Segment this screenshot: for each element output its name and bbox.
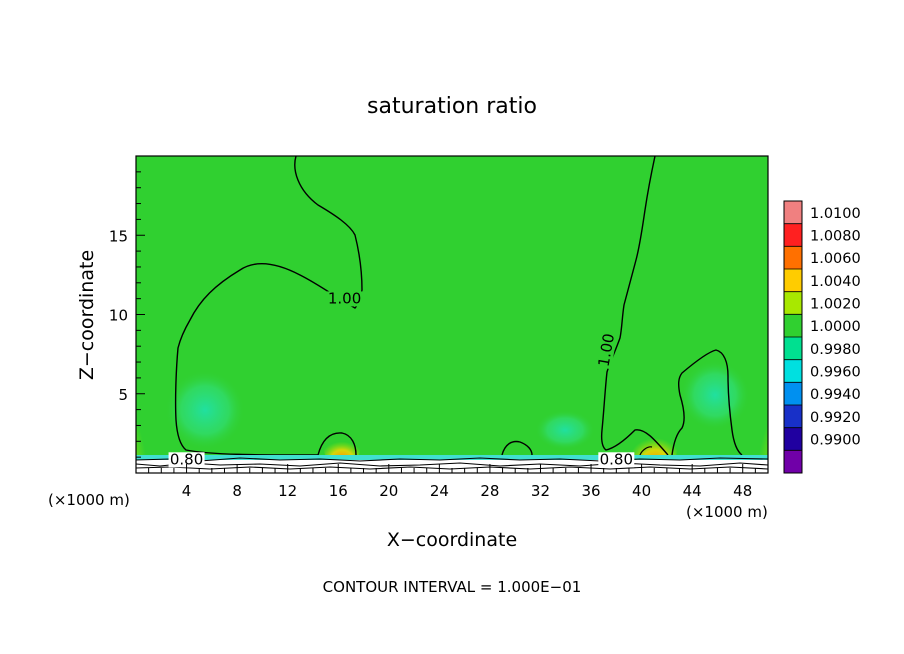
colorbar-segment [784, 314, 802, 338]
x-axis: 4 8 12 16 20 24 28 32 36 40 44 48 [148, 464, 756, 500]
x-tick-label: 28 [480, 482, 499, 500]
contour-labels: 1.00 1.00 0.80 0.80 [168, 289, 635, 468]
x-tick-label: 44 [683, 482, 702, 500]
x-tick-label: 48 [733, 482, 752, 500]
colorbar-label: 0.9940 [810, 387, 861, 403]
contour-label-backdrop [596, 331, 618, 370]
x-tick-label: 36 [581, 482, 600, 500]
chart-title: saturation ratio [367, 94, 537, 119]
colorbar-segment [784, 246, 802, 270]
contour-line-1-00-right-closure [671, 349, 743, 456]
colorbar-segment [784, 382, 802, 406]
y-tick-label: 5 [118, 386, 128, 404]
colorbar-segment [784, 269, 802, 293]
contour-label: 1.00 [326, 289, 363, 307]
colorbar-label: 0.9900 [810, 433, 861, 449]
colorbar-segment [784, 405, 802, 429]
field-anomaly-low-2 [680, 360, 750, 430]
x-tick-label: 12 [278, 482, 297, 500]
colorbar-label: 1.0080 [810, 229, 861, 245]
field-anomaly-low-1 [165, 370, 245, 450]
x-tick-label: 24 [430, 482, 449, 500]
field-anomaly-left [136, 330, 188, 473]
contour-interval-note: CONTOUR INTERVAL = 1.000E−01 [323, 578, 582, 596]
colorbar-label: 0.9960 [810, 365, 861, 381]
contour-label: 0.80 [598, 450, 635, 468]
y-axis-label: Z−coordinate [76, 250, 98, 380]
x-tick-label: 32 [531, 482, 550, 500]
colorbar-segment [784, 337, 802, 361]
x-tick-label: 4 [182, 482, 192, 500]
x-unit-left: (×1000 m) [48, 491, 130, 509]
contour-label-text: 0.80 [170, 450, 203, 468]
contour-label-backdrop [598, 452, 635, 468]
colorbar-segment [784, 427, 802, 451]
contour-label-backdrop [168, 452, 205, 468]
colorbar-segment [784, 450, 802, 474]
contour-label-text: 1.00 [595, 332, 619, 368]
colorbar-label: 1.0020 [810, 297, 861, 313]
contour-label-text: 1.00 [328, 289, 361, 307]
colorbar-label: 1.0100 [810, 206, 861, 222]
x-unit-right: (×1000 m) [686, 503, 768, 521]
contour-label-text: 0.80 [600, 450, 633, 468]
contour-line-1-00-mid [501, 440, 533, 456]
colorbar-label: 1.0060 [810, 251, 861, 267]
x-tick-label: 8 [232, 482, 242, 500]
colorbar-segment [784, 201, 802, 225]
contour-label-backdrop [326, 291, 363, 307]
x-tick-label: 16 [329, 482, 348, 500]
colorbar-label: 0.9920 [810, 410, 861, 426]
colorbar-segment [784, 223, 802, 247]
y-tick-label: 10 [109, 307, 128, 325]
plot-area [136, 156, 768, 473]
contour-line-1-00-right-wiggle [639, 446, 653, 456]
contour-line-1-00-left [174, 156, 363, 456]
contour-label: 1.00 [595, 331, 619, 370]
field-near-surface-strip [136, 455, 768, 460]
x-axis-label: X−coordinate [387, 529, 517, 551]
y-tick-label: 15 [109, 227, 128, 245]
colorbar: 1.0100 1.0080 1.0060 1.0040 1.0020 1.0000 0.99… [783, 200, 861, 474]
colorbar-segment [784, 291, 802, 315]
x-tick-label: 40 [632, 482, 651, 500]
field-anomaly-low-3 [535, 410, 595, 450]
colorbar-segment [784, 359, 802, 383]
x-tick-label: 20 [379, 482, 398, 500]
colorbar-label: 1.0000 [810, 319, 861, 335]
contour-label: 0.80 [168, 450, 205, 468]
colorbar-label: 0.9980 [810, 342, 861, 358]
y-axis: 5 10 15 [109, 171, 145, 458]
contour-line-1-00-left-closure [317, 432, 357, 456]
colorbar-label: 1.0040 [810, 274, 861, 290]
